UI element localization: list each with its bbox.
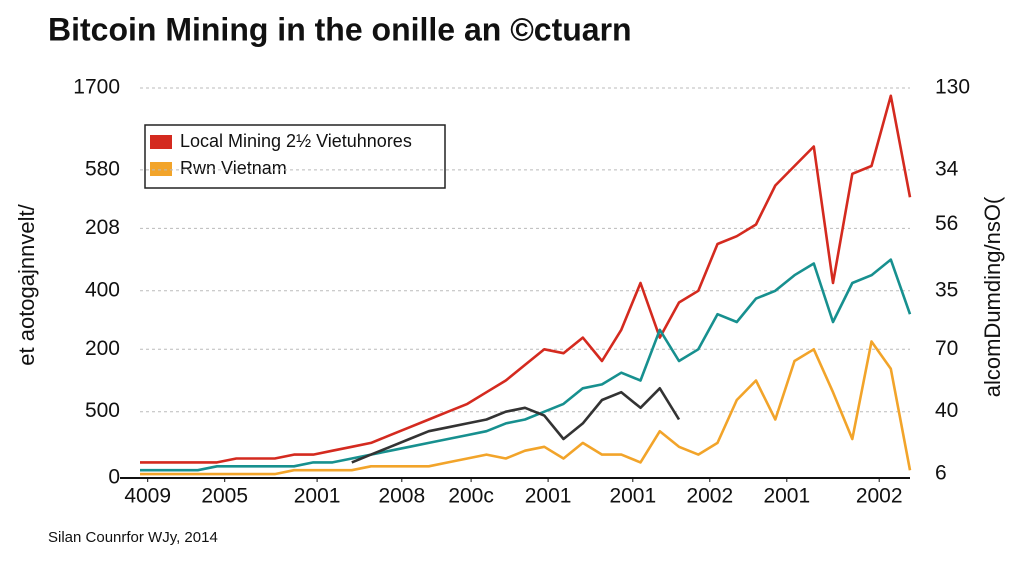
y2-tick-label: 130: [935, 76, 970, 99]
legend-swatch: [150, 162, 172, 176]
y-tick-label: 400: [85, 278, 120, 301]
y-tick-label: 580: [85, 157, 120, 180]
legend-label: Local Mining 2½ Vietuhnores: [180, 131, 412, 151]
y2-tick-label: 56: [935, 212, 958, 235]
series-line: [140, 258, 912, 472]
series-line: [140, 340, 912, 476]
y2-axis-label: alcomDumding/nsO(: [980, 196, 1005, 397]
x-tick-label: 200c: [448, 485, 494, 508]
x-tick-label: 2001: [525, 485, 572, 508]
y-tick-label: 500: [85, 399, 120, 422]
legend-box: [144, 124, 446, 189]
legend: Local Mining 2½ Vietuhnores Rwn Vietnam: [144, 124, 446, 189]
x-tick-label: 2001: [294, 485, 341, 508]
y2-tick-label: 70: [935, 337, 958, 360]
y-tick-label: 1700: [73, 76, 120, 99]
chart-title: Bitcoin Mining in the onille an ©ctuarn: [48, 11, 632, 47]
x-tick-label: 2001: [763, 485, 810, 508]
series-line: [140, 94, 912, 464]
x-tick-label: 2008: [378, 485, 425, 508]
y2-tick-label: 35: [935, 278, 958, 301]
x-tick-label: 4009: [124, 485, 171, 508]
x-tick-label: 2002: [856, 485, 903, 508]
legend-label: Rwn Vietnam: [180, 158, 287, 178]
legend-swatch: [150, 135, 172, 149]
source-note: Silan Counrfor WJy, 2014: [48, 529, 218, 546]
x-tick-label: 2001: [609, 485, 656, 508]
y2-tick-label: 6: [935, 462, 947, 485]
series-line: [351, 387, 681, 464]
y-tick-label: 208: [85, 216, 120, 239]
y2-tick-label: 40: [935, 399, 958, 422]
y-tick-label: 0: [108, 466, 120, 489]
x-tick-label: 2005: [201, 485, 248, 508]
y2-tick-label: 34: [935, 157, 959, 180]
y-tick-label: 200: [85, 337, 120, 360]
x-tick-label: 2002: [686, 485, 733, 508]
y-axis-label: et aotogajnnvelt/: [14, 203, 39, 365]
